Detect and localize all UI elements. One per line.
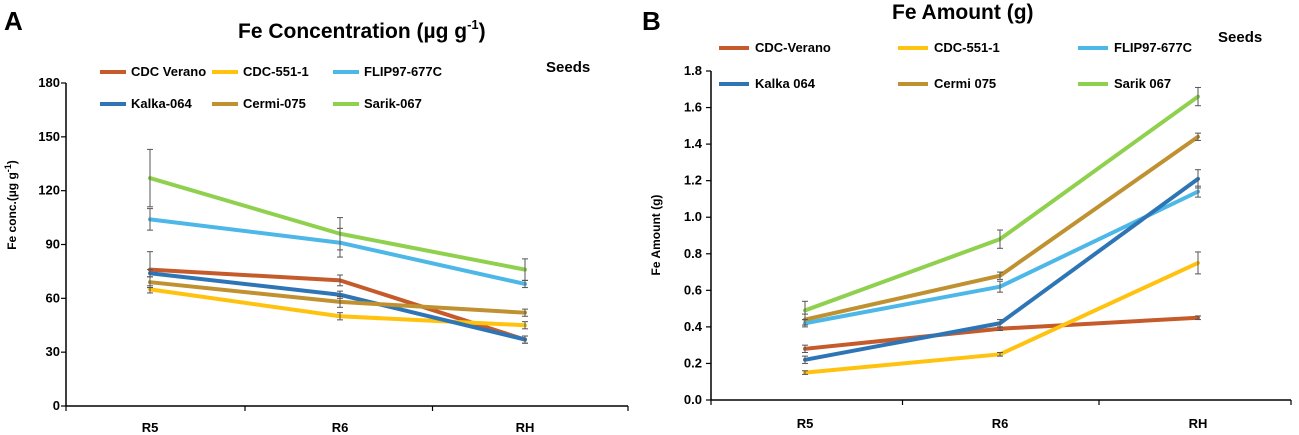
error-bar xyxy=(1195,169,1201,189)
panel-a-title: Fe Concentration (µg g-1) xyxy=(238,17,486,43)
panel-b-plot: 0.0 0.2 0.4 0.6 0.8 1.0 1.2 1.4 1.6 1.8 R5 R6 RH CDC-… xyxy=(684,40,1292,431)
legend-label: FLIP97-677C xyxy=(364,64,443,79)
y-tick-label: 1.8 xyxy=(684,63,702,78)
y-tick-label: 30 xyxy=(46,344,60,359)
y-tick-label: 60 xyxy=(46,290,60,305)
panel-a-plot: 0 30 60 90 120 150 180 R5 R6 RH CDC Verano CDC-551-… xyxy=(38,64,629,435)
x-tick-label: RH xyxy=(1189,416,1208,431)
error-bar xyxy=(147,276,153,289)
x-tick-label: R6 xyxy=(332,420,349,435)
error-bar xyxy=(997,271,1003,280)
legend-label: CDC Verano xyxy=(131,64,206,79)
series-line-kalka-064 xyxy=(148,271,527,342)
legend-item: Cermi 075 xyxy=(898,76,996,91)
legend-item: CDC-551-1 xyxy=(898,40,1000,55)
error-bar xyxy=(997,280,1003,293)
panel-b-annotation: Seeds xyxy=(1218,29,1262,46)
error-bar xyxy=(997,351,1003,357)
panel-a-y-axis-label: Fe conc.(µg g-1) xyxy=(3,160,19,250)
legend-label: Kalka 064 xyxy=(755,76,816,91)
error-bar xyxy=(802,370,808,375)
error-bar xyxy=(337,217,343,251)
legend-item: CDC-Verano xyxy=(719,40,831,55)
legend-label: CDC-551-1 xyxy=(243,64,309,79)
error-bar xyxy=(802,355,808,364)
error-bar xyxy=(997,229,1003,249)
error-bar xyxy=(337,296,343,308)
error-bar xyxy=(802,300,808,321)
legend-item: FLIP97-677C xyxy=(1078,40,1193,55)
y-tick-label: 0.2 xyxy=(684,355,702,370)
y-tick-label: 0.8 xyxy=(684,246,702,261)
x-tick-label: R5 xyxy=(797,416,814,431)
legend-item: Sarik 067 xyxy=(1078,76,1171,91)
legend-label: Sarik 067 xyxy=(1114,76,1171,91)
x-tick-label: R6 xyxy=(992,416,1009,431)
x-tick-label: R5 xyxy=(142,420,159,435)
legend-item: FLIP97-677C xyxy=(333,64,443,79)
error-bar xyxy=(522,258,528,281)
y-tick-label: 150 xyxy=(38,129,60,144)
series-line-sarik-067 xyxy=(803,94,1200,313)
error-bar xyxy=(522,308,528,317)
legend-item: Cermi-075 xyxy=(212,96,306,111)
error-bar xyxy=(802,344,808,353)
legend-item: CDC Verano xyxy=(100,64,206,79)
y-tick-label: 90 xyxy=(46,237,60,252)
x-tick-label: RH xyxy=(516,420,535,435)
y-tick-label: 0.0 xyxy=(684,392,702,407)
y-tick-label: 1.2 xyxy=(684,173,702,188)
legend-label: CDC-551-1 xyxy=(934,40,1000,55)
y-tick-label: 0.4 xyxy=(684,319,703,334)
error-bar xyxy=(997,319,1003,328)
y-tick-label: 0.6 xyxy=(684,282,702,297)
panel-b-title: Fe Amount (g) xyxy=(892,1,1034,24)
y-tick-label: 1.0 xyxy=(684,209,702,224)
panel-a-annotation: Seeds xyxy=(546,59,590,76)
legend-label: Cermi 075 xyxy=(934,76,996,91)
legend-label: Kalka-064 xyxy=(131,96,192,111)
panel-b-y-axis-label: Fe Amount (g) xyxy=(649,195,663,276)
legend-item: CDC-551-1 xyxy=(212,64,309,79)
y-tick-label: 180 xyxy=(38,75,60,90)
panel-b-letter: B xyxy=(642,6,661,36)
error-bar xyxy=(1195,315,1201,321)
legend-label: CDC-Verano xyxy=(755,40,831,55)
error-bar xyxy=(1195,132,1201,141)
error-bar xyxy=(1195,251,1201,275)
error-bar xyxy=(522,321,528,330)
series-line-kalka-064 xyxy=(803,176,1200,362)
error-bar xyxy=(337,274,343,287)
y-tick-label: 1.4 xyxy=(684,136,703,151)
y-tick-label: 0 xyxy=(53,398,60,413)
series-line-sarik-067 xyxy=(148,176,527,272)
legend-item: Sarik-067 xyxy=(333,96,422,111)
error-bar xyxy=(147,148,153,208)
error-bar xyxy=(147,208,153,231)
legend-label: Cermi-075 xyxy=(243,96,306,111)
legend-label: FLIP97-677C xyxy=(1114,40,1193,55)
y-tick-label: 120 xyxy=(38,183,60,198)
legend-item: Kalka-064 xyxy=(100,96,192,111)
series-line-flip97-677c xyxy=(803,189,1200,326)
error-bar xyxy=(1195,86,1201,107)
error-bar xyxy=(522,335,528,344)
error-bar xyxy=(337,312,343,321)
legend-item: Kalka 064 xyxy=(719,76,816,91)
panel-a-letter: A xyxy=(4,6,23,36)
y-tick-label: 1.6 xyxy=(684,100,702,115)
legend-label: Sarik-067 xyxy=(364,96,422,111)
